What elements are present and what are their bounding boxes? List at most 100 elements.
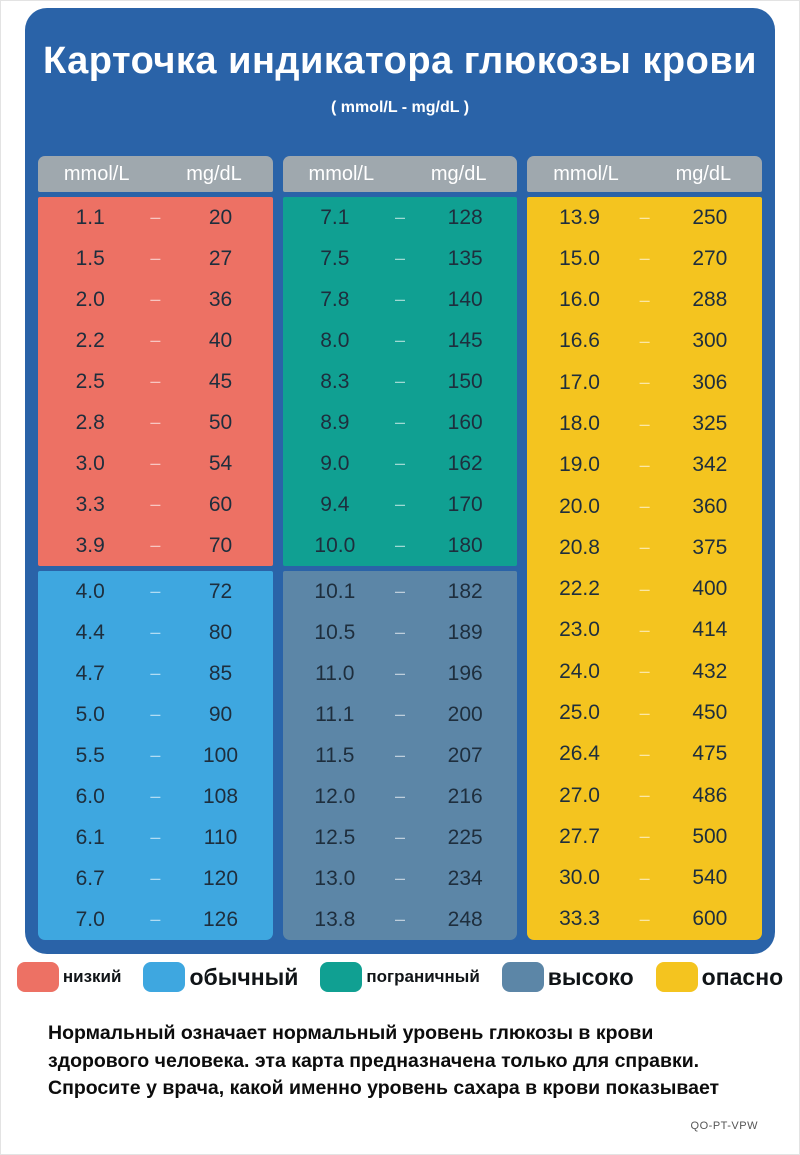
section-normal: 4.0–72 4.4–80 4.7–85 5.0–90 5.5–100 6.0–108 6.… [38,571,273,940]
conversion-row: 16.0 – 288 [527,280,762,321]
legend-item-danger: опасно [655,962,783,992]
conversion-row: 24.0 – 432 [527,651,762,692]
mmol-value: 5.0 [75,702,105,726]
conversion-row: 2.2 – 40 [38,320,273,361]
legend-label: пограничный [366,967,480,986]
mgdl-value: 100 [202,743,239,767]
mmol-value: 16.0 [559,288,600,312]
conversion-row: 3.9 – 70 [38,525,273,566]
mgdl-value: 128 [447,205,483,229]
conversion-row: 4.7 – 85 [38,653,273,694]
mmol-value: 12.0 [314,784,356,808]
legend-swatch-normal [143,962,186,992]
mmol-value: 27.7 [559,824,600,848]
mgdl-header: mg/dL [675,162,732,185]
dash-separator: – [150,494,161,514]
dash-separator: – [639,248,650,269]
dash-separator: – [639,908,650,929]
conversion-row: 7.5 – 135 [283,238,518,279]
page-subtitle: ( mmol/L - mg/dL ) [330,99,470,116]
conversion-row: 7.0 – 126 [38,899,273,940]
dash-separator: – [150,786,161,806]
column-header: mmol/L mg/dL [527,156,763,192]
dash-separator: – [639,867,650,888]
conversion-row: 4.0 – 72 [38,571,273,612]
legend-swatch-low [16,962,59,992]
dash-separator: – [395,745,406,765]
dash-separator: – [395,786,406,806]
conversion-row: 1.1 – 20 [38,197,273,238]
mmol-header: mmol/L [308,162,375,185]
mmol-value: 27.0 [559,783,600,807]
conversion-row: 33.3 – 600 [527,899,762,940]
footer-line: Нормальный означает нормальный уровень г… [48,1022,654,1072]
dash-separator: – [639,372,650,393]
dash-separator: – [150,909,161,929]
mmol-value: 2.0 [75,287,105,311]
conversion-row: 6.1 – 110 [38,817,273,858]
mmol-value: 1.1 [75,205,105,229]
mmol-value: 9.4 [320,492,350,516]
conversion-row: 16.6 – 300 [527,321,762,362]
section-borderline: 7.1–128 7.5–135 7.8–140 8.0–145 8.3–150 8.9–1… [282,197,518,566]
dash-separator: – [639,413,650,434]
dash-separator: – [395,207,406,227]
conversion-row: 10.0 – 180 [283,525,518,566]
dash-separator: – [395,371,406,391]
mgdl-value: 306 [692,370,728,394]
mmol-value: 3.0 [75,451,105,475]
conversion-row: 3.0 – 54 [38,443,273,484]
conversion-row: 30.0 – 540 [527,858,762,899]
legend-swatch-high [501,962,544,992]
mgdl-value: 50 [208,410,233,434]
mmol-header: mmol/L [553,162,619,185]
mmol-value: 15.0 [559,246,600,270]
conversion-row: 2.8 – 50 [38,402,273,443]
conversion-row: 27.0 – 486 [527,775,762,816]
mmol-value: 11.1 [315,702,355,726]
table-column-2: mmol/L mg/dL 7.1–128 7.5–135 7.8–140 8.0–145 8… [282,156,518,940]
conversion-row: 5.5 – 100 [38,735,273,776]
mgdl-value: 126 [202,907,239,931]
dash-separator: – [395,248,406,268]
glucose-card: Карточка индикатора глюкозы крови ( mmol… [25,8,775,954]
mmol-value: 4.7 [75,661,105,685]
mgdl-value: 135 [447,246,483,270]
mgdl-value: 162 [447,451,483,475]
mmol-value: 3.3 [75,492,105,516]
mgdl-value: 200 [447,702,483,726]
conversion-row: 13.0 – 234 [283,858,518,899]
mmol-value: 17.0 [559,370,600,394]
mmol-value: 24.0 [559,659,600,683]
mgdl-value: 288 [692,288,728,312]
legend-swatch-borderline [320,962,363,992]
mmol-value: 16.6 [559,329,600,353]
mgdl-value: 110 [203,825,238,849]
conversion-row: 20.8 – 375 [527,527,762,568]
mgdl-value: 360 [692,494,728,518]
mgdl-header: mg/dL [430,162,487,185]
mgdl-value: 70 [208,533,233,557]
mgdl-value: 150 [447,369,483,393]
mgdl-value: 90 [208,702,233,726]
dash-separator: – [639,454,650,475]
mgdl-value: 540 [692,866,728,890]
conversion-row: 2.5 – 45 [38,361,273,402]
dash-separator: – [639,619,650,640]
mmol-value: 33.3 [559,907,600,931]
conversion-row: 10.5 – 189 [283,612,518,653]
mmol-value: 3.9 [75,533,105,557]
mgdl-value: 248 [447,907,483,931]
conversion-row: 9.4 – 170 [283,484,518,525]
dash-separator: – [150,535,161,555]
mmol-value: 1.5 [75,246,105,270]
mmol-value: 10.5 [314,620,356,644]
conversion-row: 12.0 – 216 [283,776,518,817]
mgdl-value: 20 [208,205,233,229]
mmol-value: 4.0 [75,579,105,603]
mmol-value: 7.8 [320,287,350,311]
mgdl-value: 207 [447,743,483,767]
mgdl-value: 325 [692,412,728,436]
dash-separator: – [395,412,406,432]
